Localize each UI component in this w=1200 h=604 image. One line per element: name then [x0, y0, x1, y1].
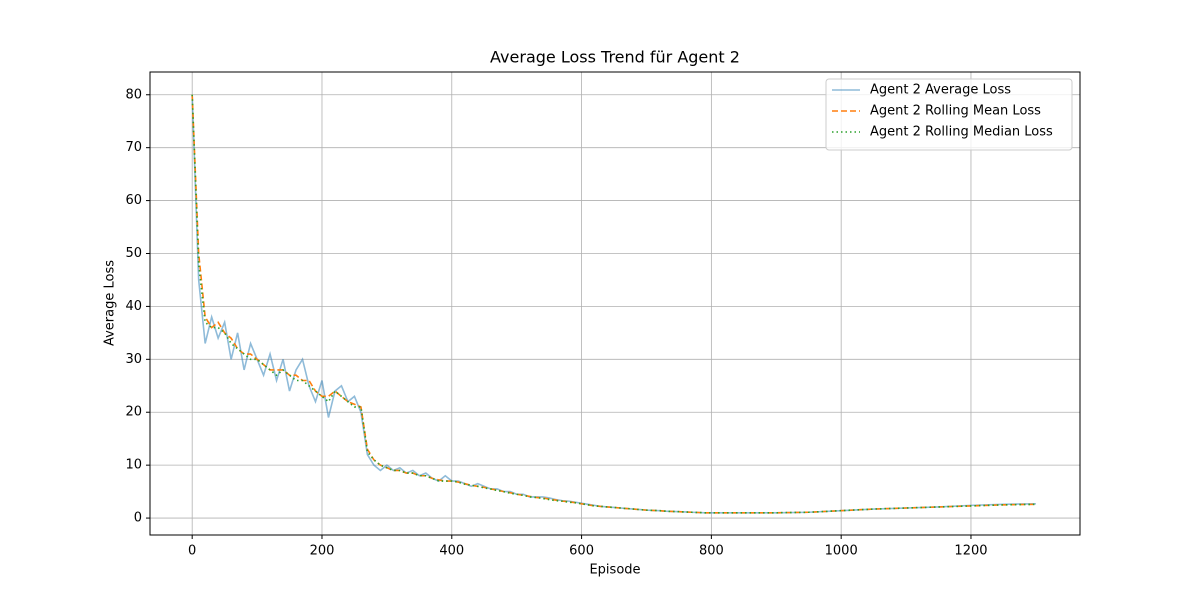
- y-tick-label: 50: [125, 246, 142, 261]
- x-axis-label: Episode: [589, 563, 640, 578]
- y-tick-label: 80: [125, 87, 142, 102]
- legend-label: Agent 2 Average Loss: [870, 83, 1011, 98]
- x-tick-label: 800: [699, 544, 724, 559]
- y-tick-label: 60: [125, 193, 142, 208]
- y-tick-label: 40: [125, 299, 142, 314]
- x-tick-label: 200: [310, 544, 335, 559]
- series-line: [191, 94, 1036, 514]
- x-tick-label: 1000: [825, 544, 858, 559]
- y-tick-label: 0: [134, 511, 142, 526]
- legend-label: Agent 2 Rolling Median Loss: [870, 125, 1053, 140]
- y-tick-label: 20: [125, 405, 142, 420]
- y-tick-label: 30: [125, 352, 142, 367]
- x-tick-label: 1200: [954, 544, 987, 559]
- y-tick-label: 70: [125, 140, 142, 155]
- legend-label: Agent 2 Rolling Mean Loss: [870, 104, 1041, 119]
- x-tick-label: 600: [569, 544, 594, 559]
- legend-box: [825, 78, 1073, 151]
- plot-frame: [149, 71, 1081, 536]
- legend: Agent 2 Average Loss Agent 2 Rolling Mean…: [825, 78, 1073, 151]
- chart-title: Average Loss Trend für Agent 2: [490, 48, 740, 67]
- y-axis-label: Average Loss: [103, 260, 118, 346]
- x-tick-label: 400: [439, 544, 464, 559]
- y-tick-label: 10: [125, 458, 142, 473]
- x-tick-label: 0: [188, 544, 196, 559]
